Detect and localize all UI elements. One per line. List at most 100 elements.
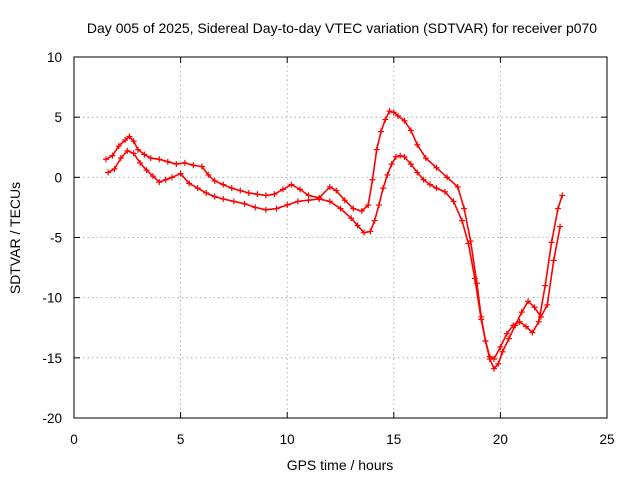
data-point xyxy=(284,202,291,209)
data-point xyxy=(369,176,376,183)
data-point xyxy=(228,185,235,192)
data-point xyxy=(407,161,414,168)
data-point xyxy=(137,159,144,166)
data-point xyxy=(433,164,440,171)
data-point xyxy=(557,223,564,230)
data-point xyxy=(395,112,402,119)
data-point xyxy=(126,133,133,140)
data-point xyxy=(156,179,163,186)
data-point xyxy=(333,187,340,194)
x-tick-label: 15 xyxy=(386,432,401,447)
data-point xyxy=(186,180,193,187)
data-point xyxy=(550,257,557,264)
data-point xyxy=(134,146,141,153)
data-point xyxy=(245,189,252,196)
data-point xyxy=(465,240,472,247)
data-point xyxy=(471,275,478,282)
data-point xyxy=(237,187,244,194)
data-point xyxy=(450,198,457,205)
data-point xyxy=(420,176,427,183)
data-point xyxy=(341,197,348,204)
data-point xyxy=(382,116,389,123)
data-point xyxy=(262,192,269,199)
data-point xyxy=(454,183,461,190)
data-point xyxy=(378,128,385,135)
data-point xyxy=(497,344,504,351)
data-point xyxy=(365,202,372,209)
data-point xyxy=(444,174,451,181)
y-tick-label: -20 xyxy=(42,411,62,426)
data-point xyxy=(220,181,227,188)
data-point xyxy=(156,156,163,163)
data-point xyxy=(461,205,468,212)
data-point xyxy=(337,205,344,212)
data-point xyxy=(288,181,295,188)
tick-labels: 0 5 10 15 20 25 -20 -15 -10 -5 0 5 10 xyxy=(42,50,614,447)
data-point xyxy=(371,217,378,224)
data-point xyxy=(279,186,286,193)
axis-ticks xyxy=(73,56,608,419)
data-point xyxy=(491,365,498,372)
data-point xyxy=(384,171,391,178)
data-point xyxy=(143,167,150,174)
data-point xyxy=(510,322,517,329)
data-point xyxy=(273,205,280,212)
data-point xyxy=(529,329,536,336)
data-point xyxy=(380,185,387,192)
data-point xyxy=(190,162,197,169)
data-point xyxy=(516,318,523,325)
data-point xyxy=(130,150,137,157)
grid-lines xyxy=(74,57,607,418)
data-point xyxy=(102,156,109,163)
data-point xyxy=(147,155,154,162)
data-point xyxy=(162,176,169,183)
data-point xyxy=(407,127,414,134)
data-point xyxy=(194,185,201,192)
data-point xyxy=(386,108,393,115)
data-point xyxy=(367,228,374,235)
y-tick-label: 5 xyxy=(54,110,62,125)
data-point xyxy=(503,330,510,337)
x-tick-label: 25 xyxy=(599,432,614,447)
data-point xyxy=(230,198,237,205)
data-point xyxy=(220,195,227,202)
data-point xyxy=(177,170,184,177)
data-point xyxy=(433,185,440,192)
data-point xyxy=(130,138,137,145)
data-point xyxy=(241,200,248,207)
data-point xyxy=(105,169,112,176)
data-point xyxy=(109,152,116,159)
data-point xyxy=(427,181,434,188)
y-tick-label: 0 xyxy=(54,170,62,185)
data-point xyxy=(211,177,218,184)
data-point xyxy=(422,155,429,162)
data-point xyxy=(531,304,538,311)
data-point xyxy=(414,169,421,176)
data-point xyxy=(390,109,397,116)
data-point xyxy=(505,335,512,342)
y-axis-label: SDTVAR / TECUs xyxy=(7,182,23,294)
data-point xyxy=(262,206,269,213)
data-point xyxy=(478,316,485,323)
data-point xyxy=(548,239,555,246)
x-tick-label: 20 xyxy=(493,432,508,447)
data-point xyxy=(111,165,118,172)
data-point xyxy=(522,323,529,330)
data-point xyxy=(203,189,210,196)
data-point xyxy=(554,205,561,212)
data-point xyxy=(164,158,171,165)
x-tick-label: 5 xyxy=(177,432,185,447)
data-point xyxy=(388,161,395,168)
y-tick-label: -10 xyxy=(42,291,62,306)
data-point xyxy=(525,298,532,305)
chart-title: Day 005 of 2025, Sidereal Day-to-day VTE… xyxy=(87,20,597,36)
data-point xyxy=(169,174,176,181)
data-point xyxy=(252,204,259,211)
data-point xyxy=(397,152,404,159)
data-point xyxy=(149,173,156,180)
plot-data xyxy=(102,108,566,372)
data-point xyxy=(486,353,493,360)
data-point xyxy=(326,183,333,190)
